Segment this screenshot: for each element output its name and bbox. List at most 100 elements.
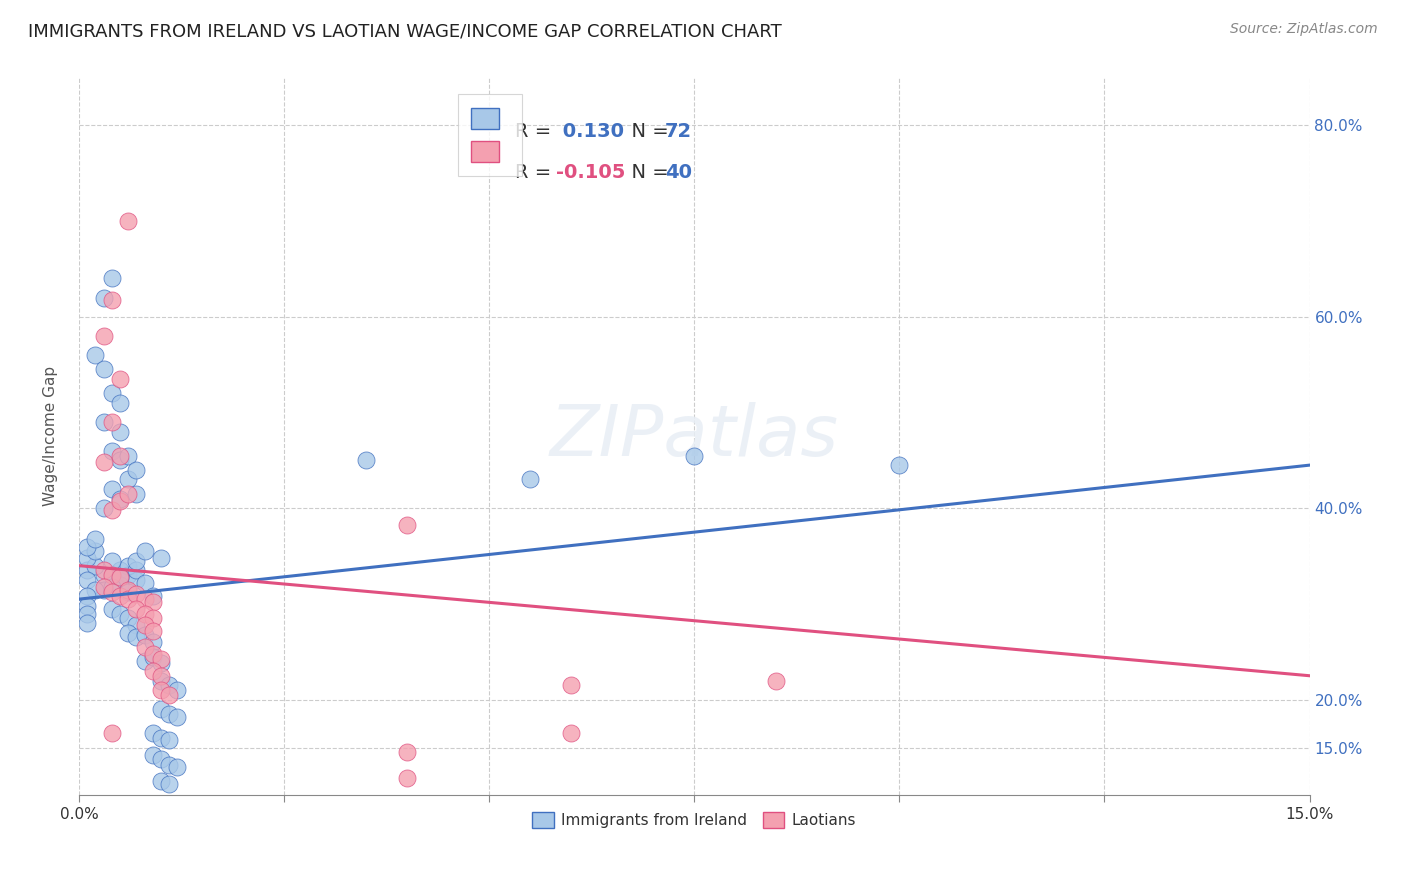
Point xyxy=(117,487,139,501)
Point xyxy=(125,573,148,587)
Point xyxy=(108,570,131,584)
Point xyxy=(683,449,706,463)
Point xyxy=(108,372,131,386)
Point xyxy=(142,748,165,763)
Point xyxy=(108,493,131,508)
Point xyxy=(150,652,173,666)
Point xyxy=(125,618,148,632)
Point xyxy=(117,592,139,607)
Point xyxy=(100,443,122,458)
Point xyxy=(100,726,122,740)
Point xyxy=(84,532,107,546)
Point xyxy=(125,463,148,477)
Point xyxy=(93,291,115,305)
Point xyxy=(889,458,911,472)
Legend: Immigrants from Ireland, Laotians: Immigrants from Ireland, Laotians xyxy=(526,806,862,834)
Point xyxy=(100,415,122,429)
Point xyxy=(76,616,98,631)
Point xyxy=(108,607,131,621)
Point xyxy=(93,501,115,516)
Point xyxy=(354,453,377,467)
Point xyxy=(134,544,156,558)
Point xyxy=(108,449,131,463)
Point xyxy=(117,473,139,487)
Point xyxy=(150,657,173,671)
Point xyxy=(76,573,98,587)
Point xyxy=(134,627,156,641)
Point xyxy=(125,487,148,501)
Point xyxy=(396,771,419,785)
Point xyxy=(76,551,98,566)
Point xyxy=(117,558,139,573)
Point xyxy=(150,752,173,766)
Point xyxy=(125,587,148,601)
Point xyxy=(117,568,139,582)
Point xyxy=(765,673,787,688)
Point xyxy=(142,726,165,740)
Point xyxy=(125,554,148,568)
Y-axis label: Wage/Income Gap: Wage/Income Gap xyxy=(44,367,58,507)
Point xyxy=(93,362,115,376)
Point xyxy=(76,589,98,603)
Point xyxy=(134,607,156,621)
Point xyxy=(125,631,148,645)
Point xyxy=(117,585,139,599)
Point xyxy=(166,710,188,724)
Text: -0.105: -0.105 xyxy=(557,162,626,182)
Point xyxy=(117,449,139,463)
Text: R =: R = xyxy=(515,122,557,141)
Point xyxy=(84,558,107,573)
Point xyxy=(93,580,115,594)
Point xyxy=(150,551,173,566)
Point xyxy=(396,518,419,533)
Point xyxy=(93,415,115,429)
Point xyxy=(157,678,180,692)
Point xyxy=(108,425,131,439)
Point xyxy=(117,582,139,597)
Point xyxy=(76,607,98,621)
Point xyxy=(108,453,131,467)
Point xyxy=(84,348,107,362)
Point xyxy=(117,214,139,228)
Point xyxy=(108,491,131,506)
Point xyxy=(93,582,115,597)
Text: Source: ZipAtlas.com: Source: ZipAtlas.com xyxy=(1230,22,1378,37)
Point xyxy=(134,654,156,668)
Point xyxy=(108,589,131,603)
Point xyxy=(100,568,122,582)
Point xyxy=(117,611,139,625)
Point xyxy=(100,482,122,496)
Text: 0.130: 0.130 xyxy=(557,122,624,141)
Point xyxy=(84,582,107,597)
Point xyxy=(93,455,115,469)
Point xyxy=(134,618,156,632)
Point xyxy=(157,732,180,747)
Point xyxy=(108,578,131,592)
Point xyxy=(142,595,165,609)
Point xyxy=(76,564,98,578)
Point xyxy=(93,564,115,578)
Point xyxy=(125,564,148,578)
Point xyxy=(100,386,122,401)
Point xyxy=(93,329,115,343)
Point xyxy=(117,625,139,640)
Point xyxy=(100,601,122,615)
Point xyxy=(150,673,173,688)
Point xyxy=(134,592,156,607)
Point xyxy=(108,564,131,578)
Point xyxy=(100,580,122,594)
Point xyxy=(100,293,122,307)
Point xyxy=(157,757,180,772)
Point xyxy=(142,611,165,625)
Point xyxy=(150,702,173,716)
Point xyxy=(142,635,165,649)
Text: 40: 40 xyxy=(665,162,692,182)
Point xyxy=(108,396,131,410)
Text: ZIPatlas: ZIPatlas xyxy=(550,402,839,471)
Point xyxy=(157,688,180,702)
Text: IMMIGRANTS FROM IRELAND VS LAOTIAN WAGE/INCOME GAP CORRELATION CHART: IMMIGRANTS FROM IRELAND VS LAOTIAN WAGE/… xyxy=(28,22,782,40)
Point xyxy=(100,271,122,285)
Point xyxy=(93,568,115,582)
Point xyxy=(142,647,165,661)
Point xyxy=(560,726,582,740)
